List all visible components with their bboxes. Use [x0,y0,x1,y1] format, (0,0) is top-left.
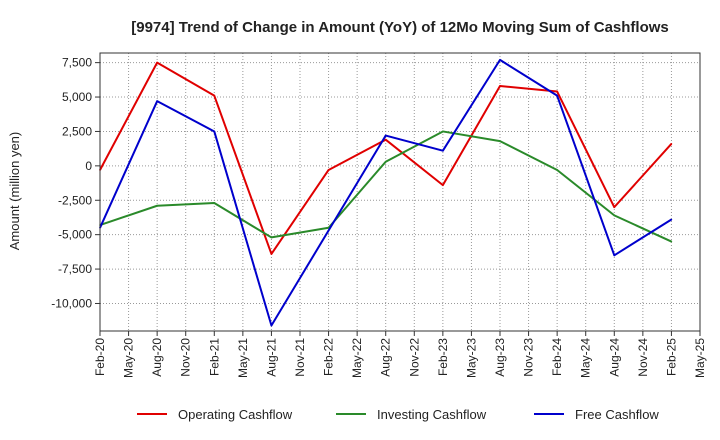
x-tick-label: Aug-21 [264,338,278,377]
x-tick-label: Aug-20 [150,338,164,377]
grid [100,53,700,331]
x-tick-label: Feb-21 [207,338,221,376]
x-tick-label: Aug-23 [493,338,507,377]
data-point-investing-cashflow [556,169,558,171]
data-point-operating-cashflow [384,138,387,141]
data-point-operating-cashflow [670,143,673,145]
y-tick-label: 2,500 [62,124,92,138]
x-tick-label: Feb-23 [436,338,450,376]
y-axis-ticks: 7,500 5,000 2,500 0 -2,500 -5,000 -7,500 -10,00… [51,56,100,310]
y-tick-label: 0 [85,159,92,173]
x-tick-label: May-25 [693,338,707,378]
x-tick-label: Nov-24 [636,338,650,377]
legend-label-investing-cashflow: Investing Cashflow [377,407,487,422]
x-tick-label: Nov-21 [293,338,307,377]
x-tick-label: Aug-22 [379,338,393,377]
chart-title: [9974] Trend of Change in Amount (YoY) o… [131,19,669,36]
x-axis-ticks: Feb-20 May-20 Aug-20 Nov-20 Feb-21 May-21 Aug-… [93,331,707,378]
x-tick-label: Feb-20 [93,338,107,376]
data-point-investing-cashflow [442,130,444,133]
data-point-investing-cashflow [670,240,673,243]
data-point-operating-cashflow [613,206,616,208]
x-tick-label: May-22 [350,338,364,378]
plot-frame [99,52,701,332]
data-point-free-cashflow [156,100,158,102]
y-tick-label: -2,500 [58,193,92,207]
y-tick-label: -7,500 [58,262,92,276]
legend-label-operating-cashflow: Operating Cashflow [178,407,293,422]
data-point-free-cashflow [384,134,387,137]
data-point-investing-cashflow [270,236,273,239]
data-point-free-cashflow [327,229,330,232]
x-tick-label: Feb-22 [322,338,336,376]
y-axis-label: Amount (million yen) [7,132,22,251]
y-tick-label: 7,500 [62,56,92,70]
data-point-operating-cashflow [327,169,330,171]
data-point-operating-cashflow [270,253,273,255]
data-point-investing-cashflow [213,202,216,204]
x-tick-label: Nov-22 [407,338,421,377]
y-tick-label: -10,000 [51,296,92,310]
series-lines [99,58,673,327]
x-tick-label: May-24 [579,338,593,378]
data-point-operating-cashflow [156,61,158,64]
data-point-investing-cashflow [499,140,501,142]
x-tick-label: May-20 [122,338,136,378]
data-point-free-cashflow [499,59,501,61]
data-point-free-cashflow [556,94,558,97]
data-point-operating-cashflow [499,85,501,87]
data-point-operating-cashflow [442,184,444,186]
x-tick-label: May-21 [236,338,250,378]
data-point-free-cashflow [213,130,216,133]
y-tick-label: 5,000 [62,90,92,104]
data-point-investing-cashflow [384,160,387,163]
data-point-free-cashflow [670,218,673,221]
x-tick-label: Feb-24 [550,338,564,376]
x-tick-label: Aug-24 [607,338,621,377]
data-point-investing-cashflow [156,204,158,207]
data-point-free-cashflow [613,254,616,257]
x-tick-label: Nov-20 [179,338,193,377]
legend: Operating Cashflow Investing Cashflow Free… [137,407,659,422]
data-point-investing-cashflow [613,214,616,217]
x-tick-label: Feb-25 [664,338,678,376]
data-point-free-cashflow [442,149,444,152]
x-tick-label: May-23 [464,338,478,378]
data-point-operating-cashflow [556,90,558,93]
data-point-operating-cashflow [213,94,216,97]
legend-label-free-cashflow: Free Cashflow [575,407,659,422]
data-point-free-cashflow [270,324,273,327]
x-tick-label: Nov-23 [522,338,536,377]
y-tick-label: -5,000 [58,228,92,242]
